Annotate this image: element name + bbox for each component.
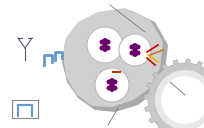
Circle shape [106, 79, 111, 84]
Circle shape [135, 51, 140, 56]
Circle shape [132, 43, 137, 48]
Circle shape [102, 47, 107, 52]
Circle shape [129, 51, 134, 56]
Circle shape [99, 40, 104, 45]
Circle shape [99, 45, 104, 51]
Circle shape [105, 40, 110, 45]
Circle shape [118, 34, 150, 66]
Circle shape [86, 27, 122, 63]
Circle shape [106, 86, 111, 90]
Circle shape [109, 78, 114, 83]
Circle shape [135, 45, 140, 50]
Circle shape [102, 42, 107, 47]
Circle shape [160, 76, 204, 124]
Circle shape [109, 83, 114, 88]
Circle shape [102, 38, 107, 43]
Circle shape [132, 47, 137, 52]
Circle shape [94, 68, 128, 102]
Polygon shape [63, 8, 162, 107]
Circle shape [132, 52, 137, 57]
Polygon shape [62, 10, 167, 112]
Circle shape [112, 79, 117, 84]
Circle shape [112, 86, 117, 90]
Polygon shape [143, 59, 204, 128]
Circle shape [154, 70, 204, 128]
Circle shape [105, 45, 110, 51]
Circle shape [129, 45, 134, 50]
Circle shape [109, 87, 114, 92]
